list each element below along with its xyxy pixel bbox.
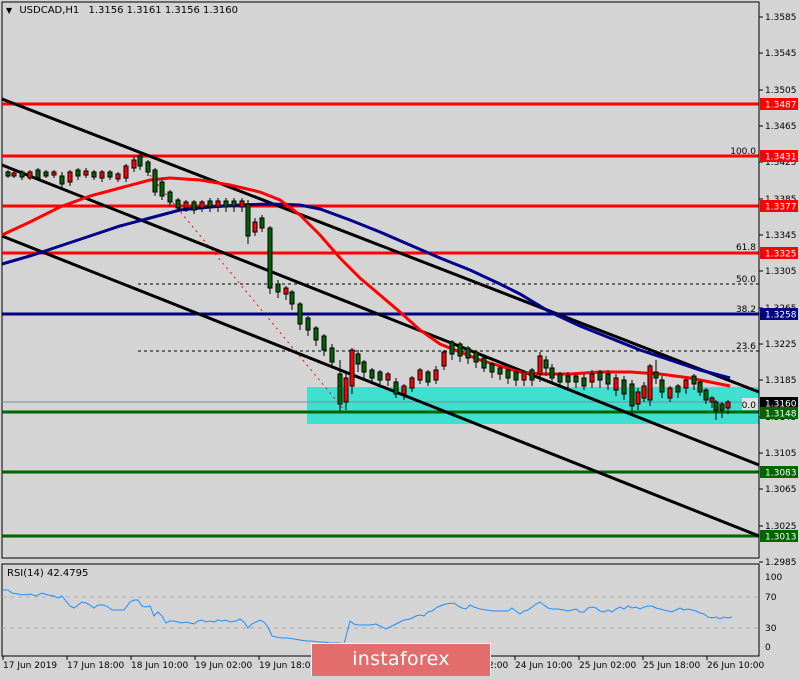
instaforex-watermark: instaforex (311, 643, 491, 676)
level-label-fib382: 1.3258 (765, 311, 797, 321)
svg-text:1.3065: 1.3065 (765, 485, 797, 495)
svg-text:25 Jun 02:00: 25 Jun 02:00 (579, 661, 636, 671)
svg-text:70: 70 (765, 593, 777, 603)
svg-text:1.3545: 1.3545 (765, 49, 797, 59)
fib-50-label: 50.0 (736, 275, 756, 285)
channel-upper-line (1, 97, 760, 394)
svg-text:1.3105: 1.3105 (765, 449, 797, 459)
svg-text:19 Jun 02:00: 19 Jun 02:00 (195, 661, 252, 671)
svg-text:1.3505: 1.3505 (765, 86, 797, 96)
main-panel-frame (1, 1, 760, 559)
level-label-s2: 1.3083 (765, 469, 797, 479)
rsi-panel-frame (1, 563, 760, 657)
symbol-label: USDCAD,H1 (19, 5, 80, 16)
fib-38-2-label: 38.2 (736, 305, 756, 315)
svg-text:1.3305: 1.3305 (765, 267, 797, 277)
ohlc-values: 1.3156 1.3161 1.3156 1.3160 (88, 5, 238, 16)
svg-text:1.3425: 1.3425 (765, 158, 797, 168)
rsi-line (3, 589, 733, 645)
level-labels: 1.3487 1.3431 1.3377 1.3325 1.3258 1.316… (760, 98, 798, 543)
svg-text:1.3225: 1.3225 (765, 340, 797, 350)
support-zone (307, 387, 759, 424)
fib-23-6-label: 23.6 (736, 342, 756, 352)
candlesticks (5, 152, 731, 420)
svg-text:1.3465: 1.3465 (765, 122, 797, 132)
chart-title: ▼ USDCAD,H1 1.3156 1.3161 1.3156 1.3160 (6, 5, 238, 16)
svg-text:1.3585: 1.3585 (765, 13, 797, 23)
level-label-fib618: 1.3325 (765, 250, 797, 260)
price-axis: 1.3585 1.3545 1.3505 1.3465 1.3425 1.338… (758, 2, 797, 568)
fib-100-label: 100.0 (730, 147, 756, 157)
dropdown-triangle-icon[interactable]: ▼ (6, 6, 13, 15)
svg-text:0: 0 (765, 643, 771, 653)
slow-ma-line (1, 202, 731, 380)
svg-text:1.3345: 1.3345 (765, 231, 797, 241)
level-label-r2: 1.3431 (765, 153, 797, 163)
svg-text:25 Jun 18:00: 25 Jun 18:00 (643, 661, 700, 671)
channel-middle-line (1, 163, 760, 467)
svg-text:1.3025: 1.3025 (765, 522, 797, 532)
rsi-indicator-label: RSI(14) 42.4795 (7, 568, 89, 579)
fib-61-8-label: 61.8 (736, 243, 756, 253)
level-label-r3: 1.3487 (765, 101, 797, 111)
fib-0-label: 0.0 (742, 401, 757, 411)
svg-text:17 Jun 2019: 17 Jun 2019 (3, 661, 57, 671)
svg-text:24 Jun 10:00: 24 Jun 10:00 (515, 661, 572, 671)
svg-text:1.3185: 1.3185 (765, 376, 797, 386)
svg-text:1.2985: 1.2985 (765, 558, 797, 568)
svg-text:18 Jun 10:00: 18 Jun 10:00 (131, 661, 188, 671)
fib-0-label-bg (742, 398, 758, 410)
svg-text:17 Jun 18:00: 17 Jun 18:00 (67, 661, 124, 671)
level-label-r1: 1.3377 (765, 203, 797, 213)
svg-text:100: 100 (765, 573, 782, 583)
svg-text:26 Jun 10:00: 26 Jun 10:00 (707, 661, 764, 671)
level-label-s3: 1.3013 (765, 533, 797, 543)
rsi-axis: 100 70 30 0 (765, 573, 782, 653)
level-label-s1: 1.3148 (765, 410, 797, 420)
svg-text:30: 30 (765, 624, 777, 634)
current-price-label: 1.3160 (765, 400, 797, 410)
channel-lower-line (1, 234, 760, 538)
svg-text:19 Jun 18:00: 19 Jun 18:00 (259, 661, 316, 671)
